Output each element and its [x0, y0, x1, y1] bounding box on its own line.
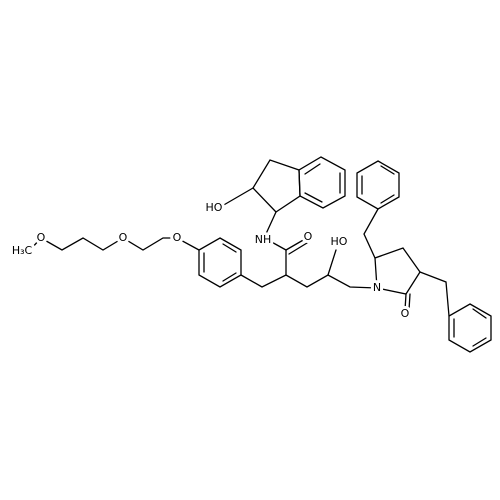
- atom-label: O: [119, 231, 128, 244]
- atom-label: O: [401, 307, 410, 320]
- atom-label: H₃C: [12, 244, 33, 257]
- atom-label: HO: [331, 235, 348, 248]
- atom-label: O: [304, 230, 313, 243]
- bonds: [29, 156, 492, 353]
- atom-label: HO: [206, 201, 223, 214]
- atom-label: O: [37, 231, 46, 244]
- atom-label: NH: [255, 233, 272, 246]
- atom-label: N: [373, 281, 381, 294]
- atom-labels: H₃C O O O NH O HO HO N O: [9, 198, 413, 323]
- atom-label: O: [173, 231, 182, 244]
